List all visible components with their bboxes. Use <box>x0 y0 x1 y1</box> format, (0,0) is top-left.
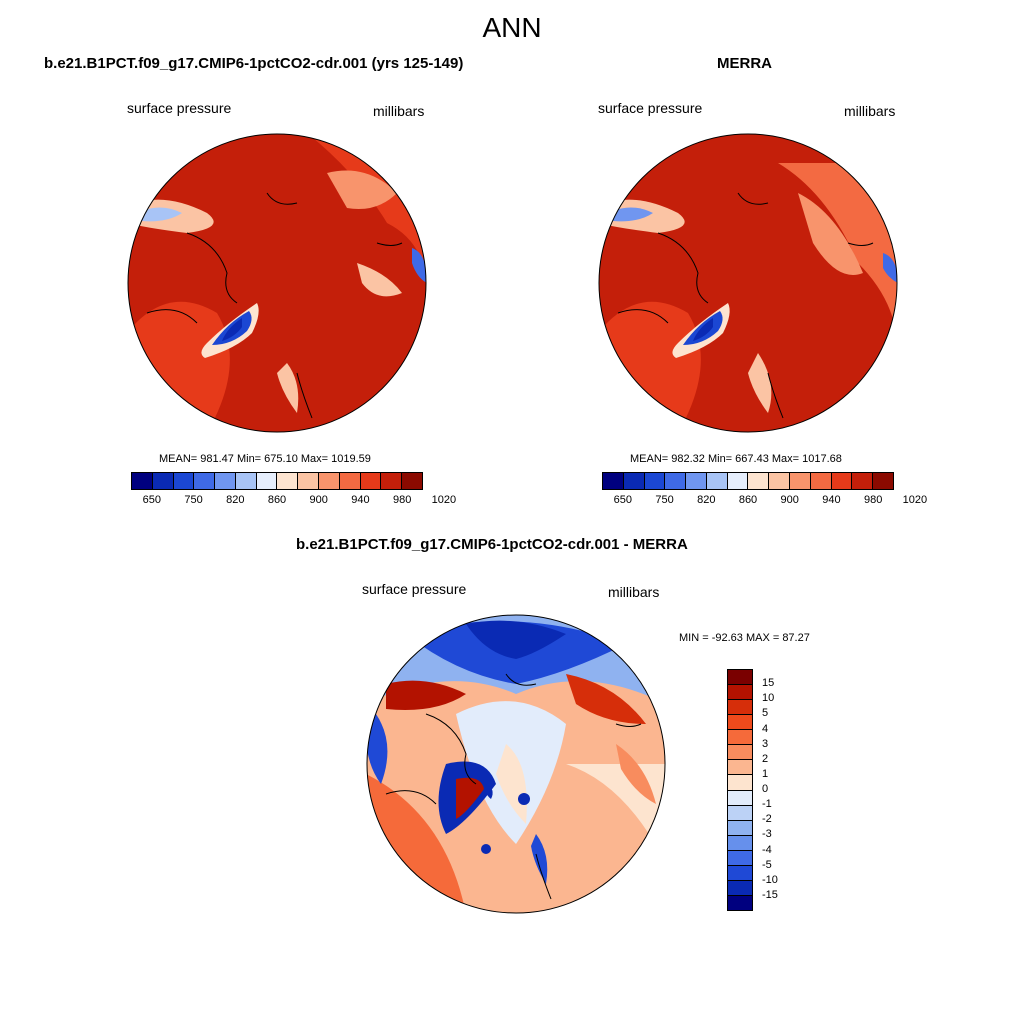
panel3-colorbar-swatch <box>728 670 752 686</box>
panel1-colorbar-swatch <box>381 473 403 489</box>
panel2-units-label: millibars <box>844 103 896 119</box>
panel1-colorbar-tick-label: 940 <box>351 494 370 506</box>
panel2-colorbar-tick-label: 1020 <box>902 494 928 506</box>
panel2-colorbar-swatch <box>665 473 687 489</box>
panel3-colorbar <box>727 669 753 911</box>
panel1-colorbar-tick-label: 650 <box>142 494 162 506</box>
panel1-colorbar-swatch <box>215 473 236 489</box>
panel1-colorbar-swatch <box>319 473 340 489</box>
panel3-colorbar-swatch <box>728 745 752 761</box>
panel3-colorbar-swatch <box>728 760 752 776</box>
panel2-colorbar-tick-label: 650 <box>613 494 633 506</box>
panel3-colorbar-ticks: 15 10 5 4 3 2 1 0 -1 -2 -3 -4 -5 -10 -15 <box>762 669 802 909</box>
panel3-colorbar-tick-label: -4 <box>762 843 772 856</box>
panel2-colorbar-swatch <box>852 473 874 489</box>
panel2-colorbar-tick-label: 980 <box>863 494 883 506</box>
panel1-variable-label: surface pressure <box>127 100 232 116</box>
panel1-colorbar-swatch <box>360 473 382 489</box>
panel3-variable-label: surface pressure <box>362 581 467 597</box>
panel3-colorbar-tick-label: 3 <box>762 737 769 750</box>
panel1-colorbar-ticks: 650 750 820 860 900 940 980 1020 <box>131 494 456 508</box>
panel2-colorbar-swatch <box>748 473 770 489</box>
panel2-colorbar-swatch <box>706 473 728 489</box>
panel3-colorbar-swatch <box>728 865 752 881</box>
panel3-units-label: millibars <box>608 584 660 600</box>
panel3-colorbar-tick-label: 1 <box>762 767 769 780</box>
panel3-colorbar-tick-label: -15 <box>762 888 778 901</box>
panel3-colorbar-tick-label: 0 <box>762 783 769 795</box>
panel1-colorbar-swatch <box>277 473 299 489</box>
panel3-colorbar-swatch <box>728 805 752 821</box>
panel2-colorbar-swatch <box>810 473 832 489</box>
panel1-colorbar-swatch <box>194 473 216 489</box>
panel3-colorbar-tick-label: -2 <box>762 813 772 826</box>
panel1-colorbar-tick-label: 980 <box>392 494 412 506</box>
panel3-colorbar-tick-label: 5 <box>762 707 769 720</box>
panel2-colorbar-tick-label: 820 <box>697 494 716 506</box>
panel2-variable-label: surface pressure <box>598 100 703 116</box>
panel3-colorbar-swatch <box>728 700 752 716</box>
panel2-title: MERRA <box>717 55 772 72</box>
panel2-colorbar-swatch <box>790 473 811 489</box>
panel3-colorbar-swatch <box>728 895 752 910</box>
panel3-colorbar-tick-label: -5 <box>762 858 772 871</box>
panel2-colorbar-swatch <box>686 473 707 489</box>
panel2-colorbar <box>602 472 894 490</box>
panel1-colorbar-swatch <box>298 473 320 489</box>
panel2-colorbar-swatch <box>769 473 791 489</box>
panel2-colorbar-ticks: 650 750 820 860 900 940 980 1020 <box>602 494 927 508</box>
panel3-colorbar-swatch <box>728 715 752 731</box>
panel1-units-label: millibars <box>373 103 425 119</box>
panel3-colorbar-tick-label: -10 <box>762 873 778 886</box>
panel3-colorbar-tick-label: -3 <box>762 828 772 841</box>
panel2-colorbar-swatch <box>603 473 624 489</box>
panel3-colorbar-tick-label: 10 <box>762 692 775 705</box>
panel1-map <box>127 133 427 433</box>
panel1-stats: MEAN= 981.47 Min= 675.10 Max= 1019.59 <box>159 453 371 465</box>
panel1-colorbar-swatch <box>132 473 153 489</box>
main-title: ANN <box>482 12 542 43</box>
panel1-colorbar-swatch <box>152 473 174 489</box>
panel3-stats: MIN = -92.63 MAX = 87.27 <box>679 632 810 644</box>
panel1-colorbar-tick-label: 750 <box>184 494 203 506</box>
panel3-colorbar-swatch <box>728 790 752 806</box>
panel3-colorbar-swatch <box>728 880 752 896</box>
panel1-colorbar-swatch <box>173 473 195 489</box>
panel3-colorbar-swatch <box>728 730 752 746</box>
panel3-colorbar-tick-label: -1 <box>762 798 772 811</box>
panel3-colorbar-tick-label: 2 <box>762 752 769 765</box>
panel3-colorbar-swatch <box>728 835 752 851</box>
panel2-colorbar-tick-label: 860 <box>738 494 758 506</box>
panel2-colorbar-swatch <box>873 473 893 489</box>
panel1-colorbar-tick-label: 820 <box>226 494 245 506</box>
panel2-colorbar-swatch <box>727 473 749 489</box>
panel3-colorbar-swatch <box>728 820 752 836</box>
panel2-colorbar-tick-label: 750 <box>655 494 674 506</box>
panel1-colorbar-swatch <box>402 473 422 489</box>
panel3-title: b.e21.B1PCT.f09_g17.CMIP6-1pctCO2-cdr.00… <box>296 536 688 553</box>
panel2-colorbar-swatch <box>623 473 645 489</box>
panel3-colorbar-tick-label: 15 <box>762 677 775 690</box>
panel2-colorbar-tick-label: 900 <box>780 494 799 506</box>
panel1-colorbar-tick-label: 1020 <box>431 494 457 506</box>
panel1-colorbar-swatch <box>235 473 257 489</box>
panel3-colorbar-swatch <box>728 685 752 701</box>
panel1-colorbar-swatch <box>256 473 278 489</box>
panel1-colorbar-tick-label: 860 <box>267 494 287 506</box>
panel3-colorbar-swatch <box>728 850 752 866</box>
panel3-colorbar-tick-label: 4 <box>762 722 769 735</box>
panel1-colorbar-tick-label: 900 <box>309 494 328 506</box>
panel2-colorbar-swatch <box>644 473 666 489</box>
panel3-colorbar-swatch <box>728 775 752 791</box>
panel2-colorbar-swatch <box>831 473 853 489</box>
panel1-title: b.e21.B1PCT.f09_g17.CMIP6-1pctCO2-cdr.00… <box>44 55 464 72</box>
panel2-stats: MEAN= 982.32 Min= 667.43 Max= 1017.68 <box>630 453 842 465</box>
panel2-colorbar-tick-label: 940 <box>822 494 841 506</box>
panel2-map <box>598 133 898 433</box>
panel1-colorbar-swatch <box>339 473 361 489</box>
panel3-map <box>366 614 666 914</box>
panel1-colorbar <box>131 472 423 490</box>
